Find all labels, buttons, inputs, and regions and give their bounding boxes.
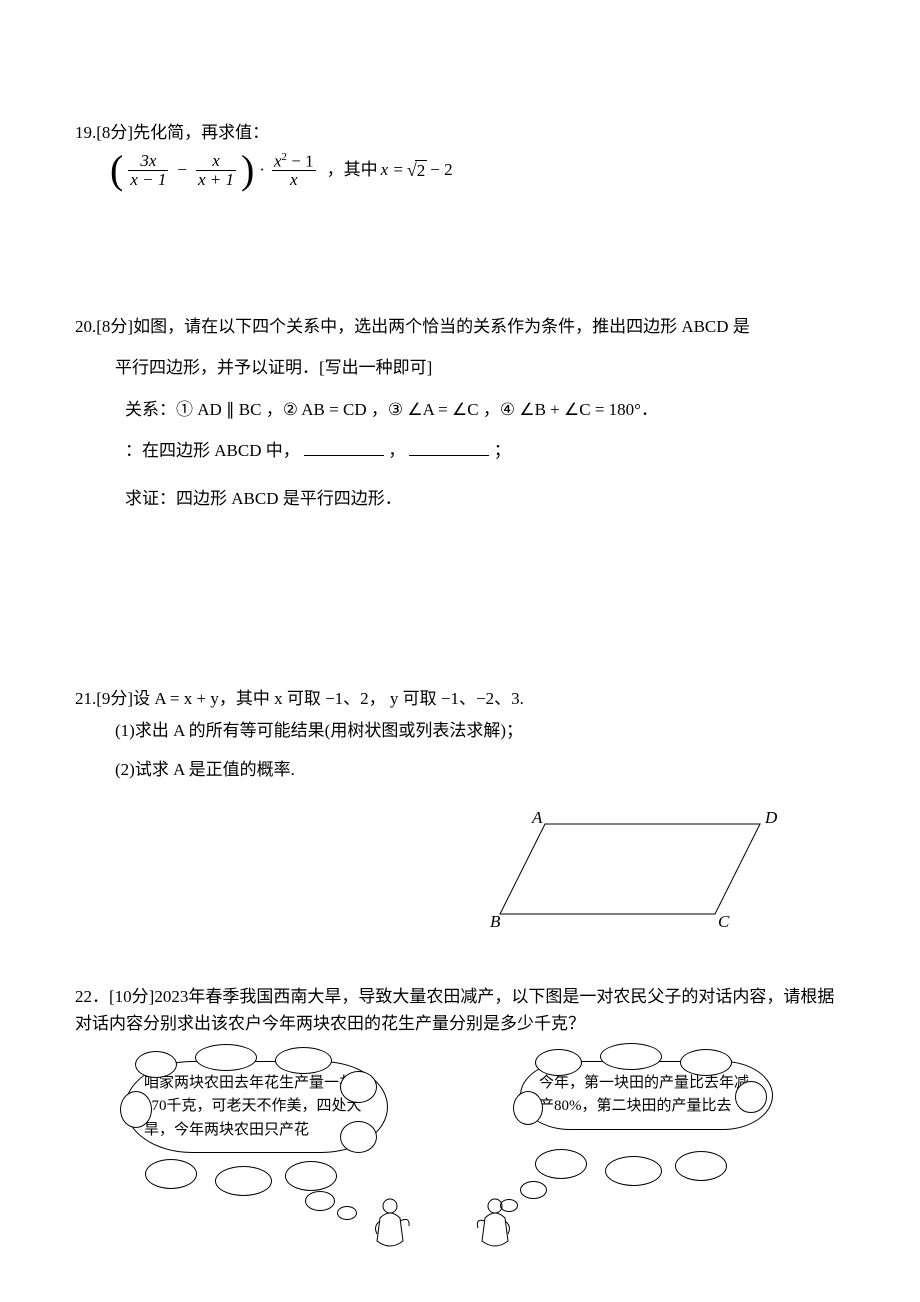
parallelogram-figure: A D B C: [490, 809, 780, 939]
x-equals: x =: [381, 157, 404, 183]
parallelogram-shape: [500, 824, 760, 914]
vertex-a-label: A: [531, 809, 543, 827]
problem-21: 21.[9分]设 A = x + y，其中 x 可取 −1、2， y 可取 −1…: [75, 686, 845, 783]
cloud-puff-icon: [215, 1166, 272, 1196]
p21-heading: 21.[9分]设 A = x + y，其中 x 可取 −1、2， y 可取 −1…: [75, 686, 845, 712]
p20-relations: 关系：① AD ∥ BC ，② AB = CD ，③ ∠A = ∠C ，④ ∠B…: [75, 397, 845, 423]
cloud-puff-icon: [340, 1071, 377, 1103]
p20-prove: 求证：四边形 ABCD 是平行四边形．: [75, 486, 845, 512]
cloud-puff-icon: [513, 1091, 543, 1125]
cloud-puff-icon: [340, 1121, 377, 1153]
p21-sub2: (2)试求 A 是正值的概率.: [75, 757, 845, 783]
minus-sign: −: [173, 157, 191, 183]
p20-given: ：在四边形 ABCD 中， ， ；: [75, 438, 845, 464]
cloud-puff-icon: [305, 1191, 335, 1211]
cloud-puff-icon: [520, 1181, 547, 1199]
vertex-d-label: D: [764, 809, 778, 827]
blank-2: [409, 438, 489, 456]
cloud-puff-icon: [605, 1156, 662, 1186]
blank-1: [304, 438, 384, 456]
p19-expression: ( 3x x − 1 − x x + 1 ) · x2 − 1 x ，其中 x …: [75, 146, 845, 189]
bubble-left-text: 咱家两块农田去年花生产量一共是470千克，可老天不作美，四处大旱，今年两块农田只…: [144, 1075, 369, 1138]
p20-heading: 20.[8分]如图，请在以下四个关系中，选出两个恰当的关系作为条件，推出四边形 …: [75, 314, 845, 340]
dialogue-figure: 咱家两块农田去年花生产量一共是470千克，可老天不作美，四处大旱，今年两块农田只…: [75, 1041, 845, 1241]
exam-page: 19.[8分]先化简，再求值： ( 3x x − 1 − x x + 1 ) ·…: [0, 0, 920, 1302]
cloud-puff-icon: [735, 1081, 767, 1113]
p19-where: ，其中: [321, 157, 378, 183]
problem-19: 19.[8分]先化简，再求值： ( 3x x − 1 − x x + 1 ) ·…: [75, 120, 845, 189]
cloud-puff-icon: [337, 1206, 357, 1220]
cloud-puff-icon: [120, 1091, 152, 1128]
cloud-puff-icon: [285, 1161, 337, 1191]
parallelogram-svg: A D B C: [490, 809, 780, 939]
cloud-puff-icon: [675, 1151, 727, 1181]
vertex-c-label: C: [718, 912, 730, 931]
dot-operator: ·: [257, 157, 267, 183]
cloud-puff-icon: [145, 1159, 197, 1189]
fraction-2: x x + 1: [196, 152, 236, 189]
p20-heading-2: 平行四边形，并予以证明．[写出一种即可]: [75, 355, 845, 381]
fraction-1: 3x x − 1: [128, 152, 168, 189]
p21-sub1: (1)求出 A 的所有等可能结果(用树状图或列表法求解)；: [75, 718, 845, 744]
p19-heading: 19.[8分]先化简，再求值：: [75, 120, 845, 146]
problem-22: 22．[10分]2023年春季我国西南大旱，导致大量农田减产，以下图是一对农民父…: [75, 983, 845, 1241]
person-son-icon: [470, 1196, 520, 1251]
vertex-b-label: B: [490, 912, 501, 931]
cloud-puff-icon: [535, 1149, 587, 1179]
person-father-icon: [365, 1196, 415, 1251]
bubble-right-text: 今年，第一块田的产量比去年减产80%，第二块田的产量比去: [539, 1075, 749, 1114]
fraction-3: x2 − 1 x: [272, 152, 316, 189]
minus-two: − 2: [430, 157, 452, 183]
sqrt-icon: √2: [407, 157, 427, 184]
problem-20: 20.[8分]如图，请在以下四个关系中，选出两个恰当的关系作为条件，推出四边形 …: [75, 314, 845, 512]
p22-heading: 22．[10分]2023年春季我国西南大旱，导致大量农田减产，以下图是一对农民父…: [75, 983, 845, 1037]
